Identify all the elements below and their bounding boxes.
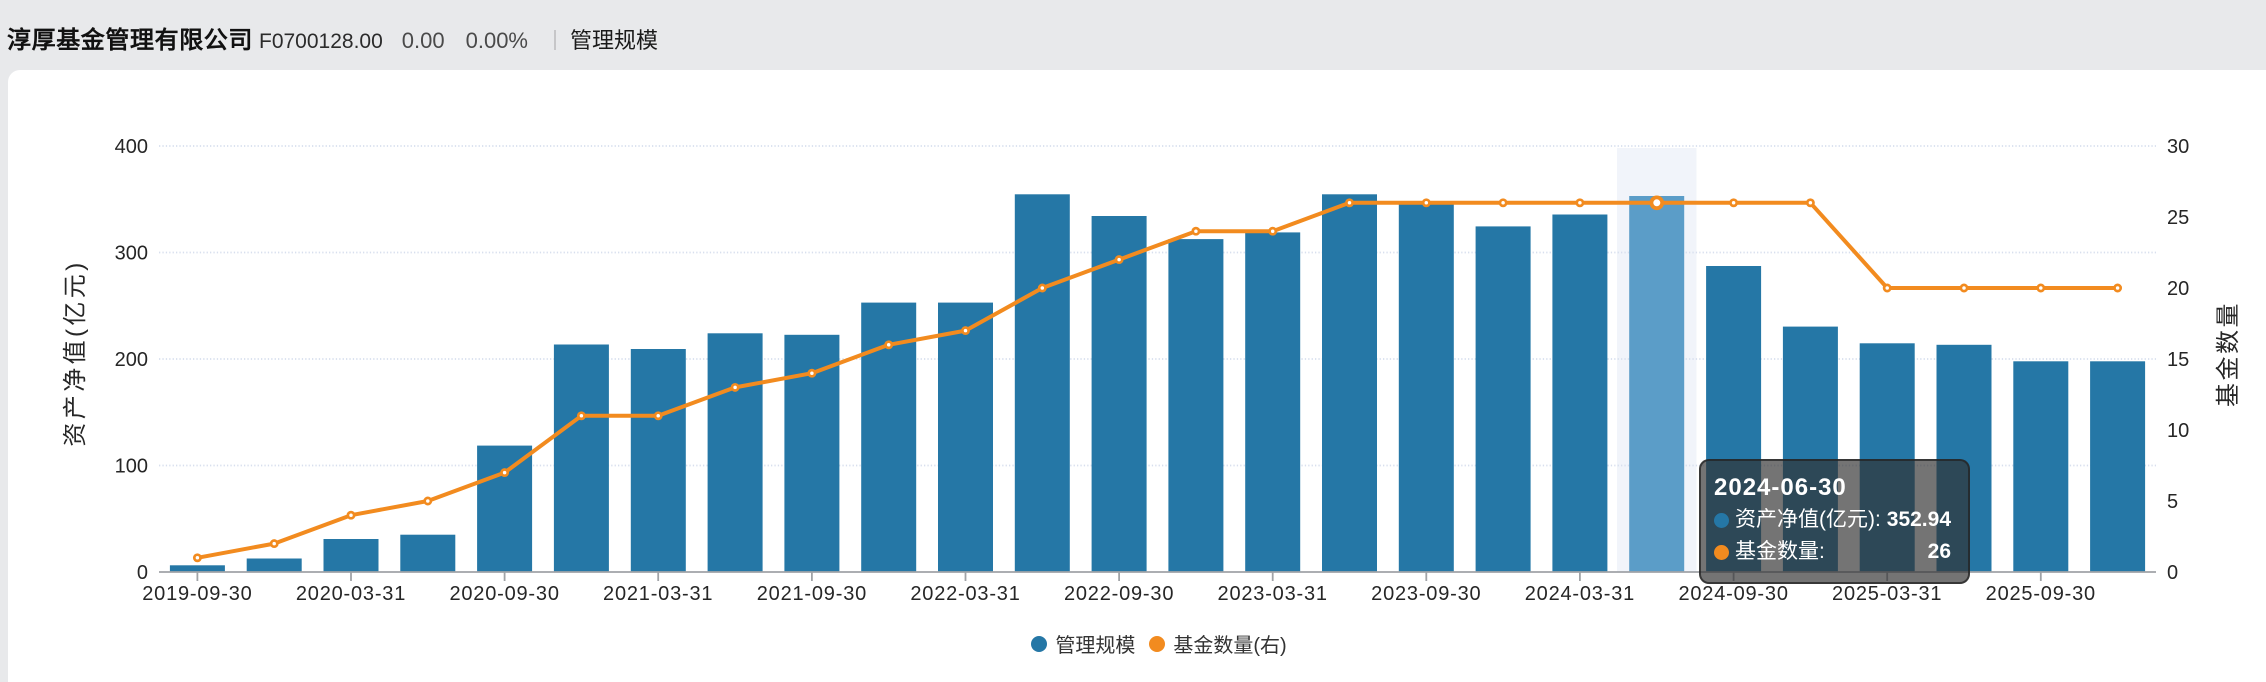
- svg-text:30: 30: [2167, 136, 2189, 158]
- svg-text:15: 15: [2167, 349, 2189, 371]
- svg-text:2022-09-30: 2022-09-30: [1064, 583, 1174, 605]
- svg-text:2025-03-31: 2025-03-31: [1832, 583, 1942, 605]
- svg-text:2023-03-31: 2023-03-31: [1218, 583, 1328, 605]
- svg-text:2020-09-30: 2020-09-30: [449, 583, 559, 605]
- svg-text:300: 300: [115, 243, 148, 265]
- svg-text:2023-09-30: 2023-09-30: [1371, 583, 1481, 605]
- svg-text:400: 400: [115, 136, 148, 158]
- svg-text:2024-03-31: 2024-03-31: [1525, 583, 1635, 605]
- svg-text:5: 5: [2167, 491, 2178, 513]
- svg-text:2024-09-30: 2024-09-30: [1678, 583, 1788, 605]
- svg-text:0: 0: [2167, 562, 2178, 584]
- svg-text:25: 25: [2167, 207, 2189, 229]
- svg-text:20: 20: [2167, 278, 2189, 300]
- svg-text:2019-09-30: 2019-09-30: [142, 583, 252, 605]
- svg-text:2022-03-31: 2022-03-31: [910, 583, 1020, 605]
- svg-text:2025-09-30: 2025-09-30: [1986, 583, 2096, 605]
- svg-text:10: 10: [2167, 420, 2189, 442]
- svg-text:资产净值(亿元): 资产净值(亿元): [62, 259, 89, 446]
- svg-text:2020-03-31: 2020-03-31: [296, 583, 406, 605]
- svg-text:2021-09-30: 2021-09-30: [757, 583, 867, 605]
- svg-text:200: 200: [115, 349, 148, 371]
- svg-text:0: 0: [137, 562, 148, 584]
- svg-text:2021-03-31: 2021-03-31: [603, 583, 713, 605]
- svg-text:100: 100: [115, 456, 148, 478]
- svg-text:基金数量: 基金数量: [2215, 301, 2242, 407]
